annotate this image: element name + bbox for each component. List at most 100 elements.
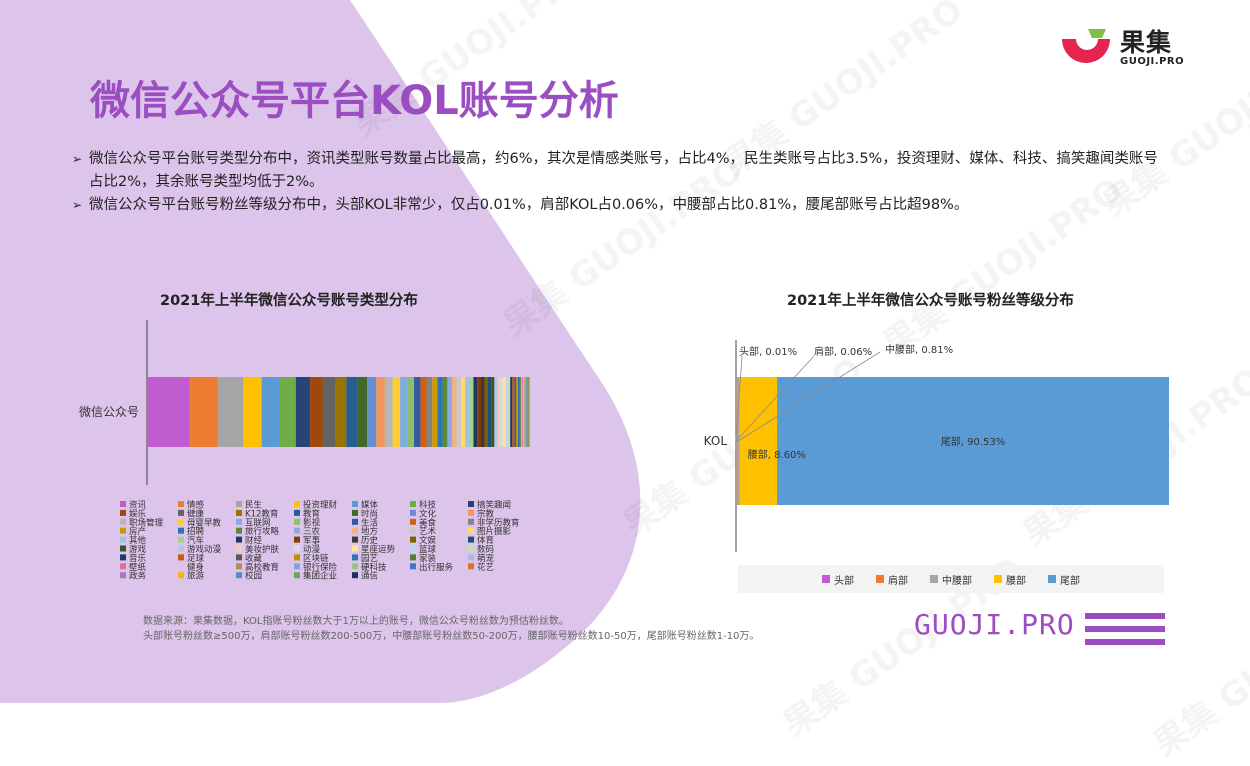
chart1-bar-segment [519, 377, 520, 447]
chart1-legend-item: 集团企业 [294, 571, 337, 582]
legend-label: 肩部 [888, 572, 908, 587]
legend-swatch [178, 510, 184, 516]
chart1-bar-segment [514, 377, 516, 447]
chart2-data-label: 中腰部, 0.81% [885, 343, 953, 356]
legend-swatch [468, 537, 474, 543]
legend-label: 腰部 [1006, 572, 1026, 587]
chart2-legend-item: 腰部 [994, 572, 1026, 587]
legend-swatch [236, 519, 242, 525]
legend-swatch [468, 563, 474, 569]
chart1-bar-segment [481, 377, 485, 447]
legend-swatch [236, 572, 242, 578]
chart1-bar-segment [400, 377, 407, 447]
legend-label: 集团企业 [303, 571, 337, 582]
legend-swatch [236, 546, 242, 552]
chart1-legend-item: 政务 [120, 571, 147, 582]
chart1-bar-segment [393, 377, 400, 447]
legend-swatch [1048, 575, 1056, 583]
bullet-item: ➢微信公众号平台账号粉丝等级分布中，头部KOL非常少，仅占0.01%，肩部KOL… [72, 194, 1172, 217]
legend-swatch [352, 546, 358, 552]
chart1-bar-segment [346, 377, 357, 447]
chart1-bar-segment [518, 377, 520, 447]
chart1-bar-segment [508, 377, 510, 447]
legend-swatch [294, 537, 300, 543]
legend-swatch [120, 563, 126, 569]
chart1-bar-segment [527, 377, 528, 447]
legend-swatch [468, 528, 474, 534]
chart1-bar-segment [491, 377, 494, 447]
legend-swatch [178, 554, 184, 560]
chart1-bar-segment [310, 377, 323, 447]
legend-label: 头部 [834, 572, 854, 587]
chart1-bar-segment [494, 377, 497, 447]
chart1-bar-segment [503, 377, 506, 447]
legend-swatch [178, 563, 184, 569]
legend-swatch [352, 537, 358, 543]
legend-swatch [410, 501, 416, 507]
chart1-bar-segment [521, 377, 522, 447]
legend-swatch [352, 519, 358, 525]
chart1-bar-segment [414, 377, 420, 447]
legend-swatch [120, 510, 126, 516]
chart2-legend-item: 肩部 [876, 572, 908, 587]
legend-swatch [236, 563, 242, 569]
legend-swatch [468, 501, 474, 507]
legend-swatch [410, 554, 416, 560]
legend-swatch [294, 546, 300, 552]
chart1-bar-segment [477, 377, 481, 447]
chart2-data-label: 尾部, 90.53% [941, 435, 1006, 448]
legend-swatch [352, 554, 358, 560]
brand-logo: 果集 GUOJI.PRO [1058, 25, 1184, 73]
chart1-bar-segment [457, 377, 461, 447]
legend-swatch [352, 563, 358, 569]
legend-swatch [120, 546, 126, 552]
legend-swatch [236, 528, 242, 534]
legend-swatch [178, 519, 184, 525]
chart2-legend-item: 头部 [822, 572, 854, 587]
chart1-bar-segment [505, 377, 507, 447]
chart1-bar-segment [385, 377, 393, 447]
chart1-bar-segment [432, 377, 437, 447]
chart1-bar-segment [438, 377, 443, 447]
chart1-bar-segment [524, 377, 525, 447]
guoji-logo-icon [1058, 25, 1114, 73]
brand-bars-icon [1085, 613, 1165, 652]
chart1-bar-segment [488, 377, 491, 447]
chart1-bar-segment [243, 377, 262, 447]
bullet-arrow-icon: ➢ [72, 148, 82, 171]
chart1-legend-item: 通信 [352, 571, 379, 582]
legend-swatch [236, 501, 242, 507]
legend-swatch [468, 546, 474, 552]
legend-swatch [236, 510, 242, 516]
chart1-legend-item: 旅游 [178, 571, 205, 582]
legend-swatch [930, 575, 938, 583]
chart1-bar-segment [323, 377, 335, 447]
legend-swatch [410, 537, 416, 543]
legend-label: 通信 [361, 571, 379, 582]
chart1-bar-segment [147, 377, 190, 447]
source-line-2: 头部账号粉丝数≥500万，肩部账号粉丝数200-500万，中腰部账号粉丝数50-… [143, 631, 759, 642]
legend-swatch [294, 501, 300, 507]
chart1-bar-segment [262, 377, 280, 447]
chart1-bar-segment [443, 377, 448, 447]
legend-swatch [178, 501, 184, 507]
legend-swatch [410, 510, 416, 516]
legend-swatch [822, 575, 830, 583]
chart1-bar-segment [516, 377, 518, 447]
chart1-bar-segment [512, 377, 514, 447]
chart2-legend: 头部肩部中腰部腰部尾部 [738, 565, 1164, 593]
chart2-data-label: 肩部, 0.06% [814, 345, 872, 358]
legend-swatch [876, 575, 884, 583]
legend-swatch [352, 572, 358, 578]
chart1-bar-segment [335, 377, 346, 447]
chart2-bar-segment [740, 377, 777, 505]
data-source-note: 数据来源：果集数据，KOL指账号粉丝数大于1万以上的账号，微信公众号粉丝数为预估… [143, 614, 759, 644]
chart1-legend-item: 校园 [236, 571, 262, 582]
legend-label: 花艺 [477, 562, 494, 573]
chart2-category-label: KOL [704, 434, 728, 448]
chart1-bar-segment [525, 377, 526, 447]
chart1-bar-segment [500, 377, 503, 447]
legend-swatch [410, 528, 416, 534]
legend-swatch [120, 501, 126, 507]
